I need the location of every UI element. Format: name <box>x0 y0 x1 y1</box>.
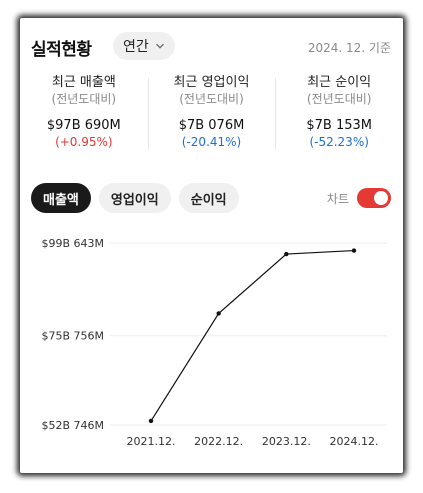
data-point <box>351 248 357 253</box>
stat-label: 최근 영업이익 <box>173 75 250 90</box>
toggle-knob <box>374 191 388 205</box>
chevron-down-icon <box>155 43 164 49</box>
y-tick-label: $75B 756M <box>41 330 104 343</box>
stat-change: (-52.23%) <box>309 135 369 149</box>
financial-summary-card: 실적현황 연간 2024. 12. 기준 최근 매출액 (전년도대비) $97B… <box>20 18 403 473</box>
chart-toggle-group: 차트 <box>327 188 391 208</box>
x-tick-label: 2021.12. <box>127 435 176 448</box>
data-point <box>284 251 289 257</box>
stat-label: 최근 순이익 <box>307 75 372 90</box>
stat-sub: (전년도대비) <box>51 92 117 106</box>
stat-value: $7B 076M <box>178 118 245 133</box>
chart-toggle[interactable] <box>357 188 391 208</box>
y-tick-label: $99B 643M <box>41 237 104 250</box>
stat-net-income: 최근 순이익 (전년도대비) $7B 153M (-52.23%) <box>275 74 403 154</box>
stats-row: 최근 매출액 (전년도대비) $97B 690M (+0.95%) 최근 영업이… <box>20 74 403 154</box>
revenue-line-chart: $52B 746M $75B 756M $99B 643M 2021.12. 2022.… <box>41 237 387 448</box>
stat-revenue: 최근 매출액 (전년도대비) $97B 690M (+0.95%) <box>20 74 148 154</box>
tab-net-income[interactable]: 순이익 <box>178 183 239 213</box>
period-dropdown[interactable]: 연간 <box>113 32 175 60</box>
reference-date: 2024. 12. 기준 <box>307 41 391 55</box>
stat-sub: (전년도대비) <box>306 92 372 106</box>
chart-toggle-label: 차트 <box>326 191 349 206</box>
stat-value: $97B 690M <box>46 118 121 133</box>
stat-sub: (전년도대비) <box>179 92 244 106</box>
stat-label: 최근 매출액 <box>51 75 116 90</box>
page-title: 실적현황 <box>31 40 92 60</box>
stat-change: (+0.95%) <box>55 135 113 149</box>
card-header: 실적현황 연간 2024. 12. 기준 <box>31 32 391 62</box>
stat-value: $7B 153M <box>306 118 372 133</box>
data-point <box>148 418 154 424</box>
period-dropdown-label: 연간 <box>123 39 149 55</box>
metric-tabs: 매출액 영업이익 순이익 <box>31 183 239 213</box>
data-point <box>216 311 221 316</box>
y-tick-label: $52B 746M <box>41 419 104 432</box>
stat-change: (-20.41%) <box>181 135 242 149</box>
tab-operating-income[interactable]: 영업이익 <box>98 183 171 213</box>
series-line <box>150 249 355 422</box>
x-tick-label: 2024.12. <box>330 435 379 448</box>
stat-operating-income: 최근 영업이익 (전년도대비) $7B 076M (-20.41%) <box>147 74 276 154</box>
tab-revenue[interactable]: 매출액 <box>31 183 91 213</box>
x-tick-label: 2023.12. <box>262 435 311 448</box>
x-tick-label: 2022.12. <box>194 435 243 448</box>
